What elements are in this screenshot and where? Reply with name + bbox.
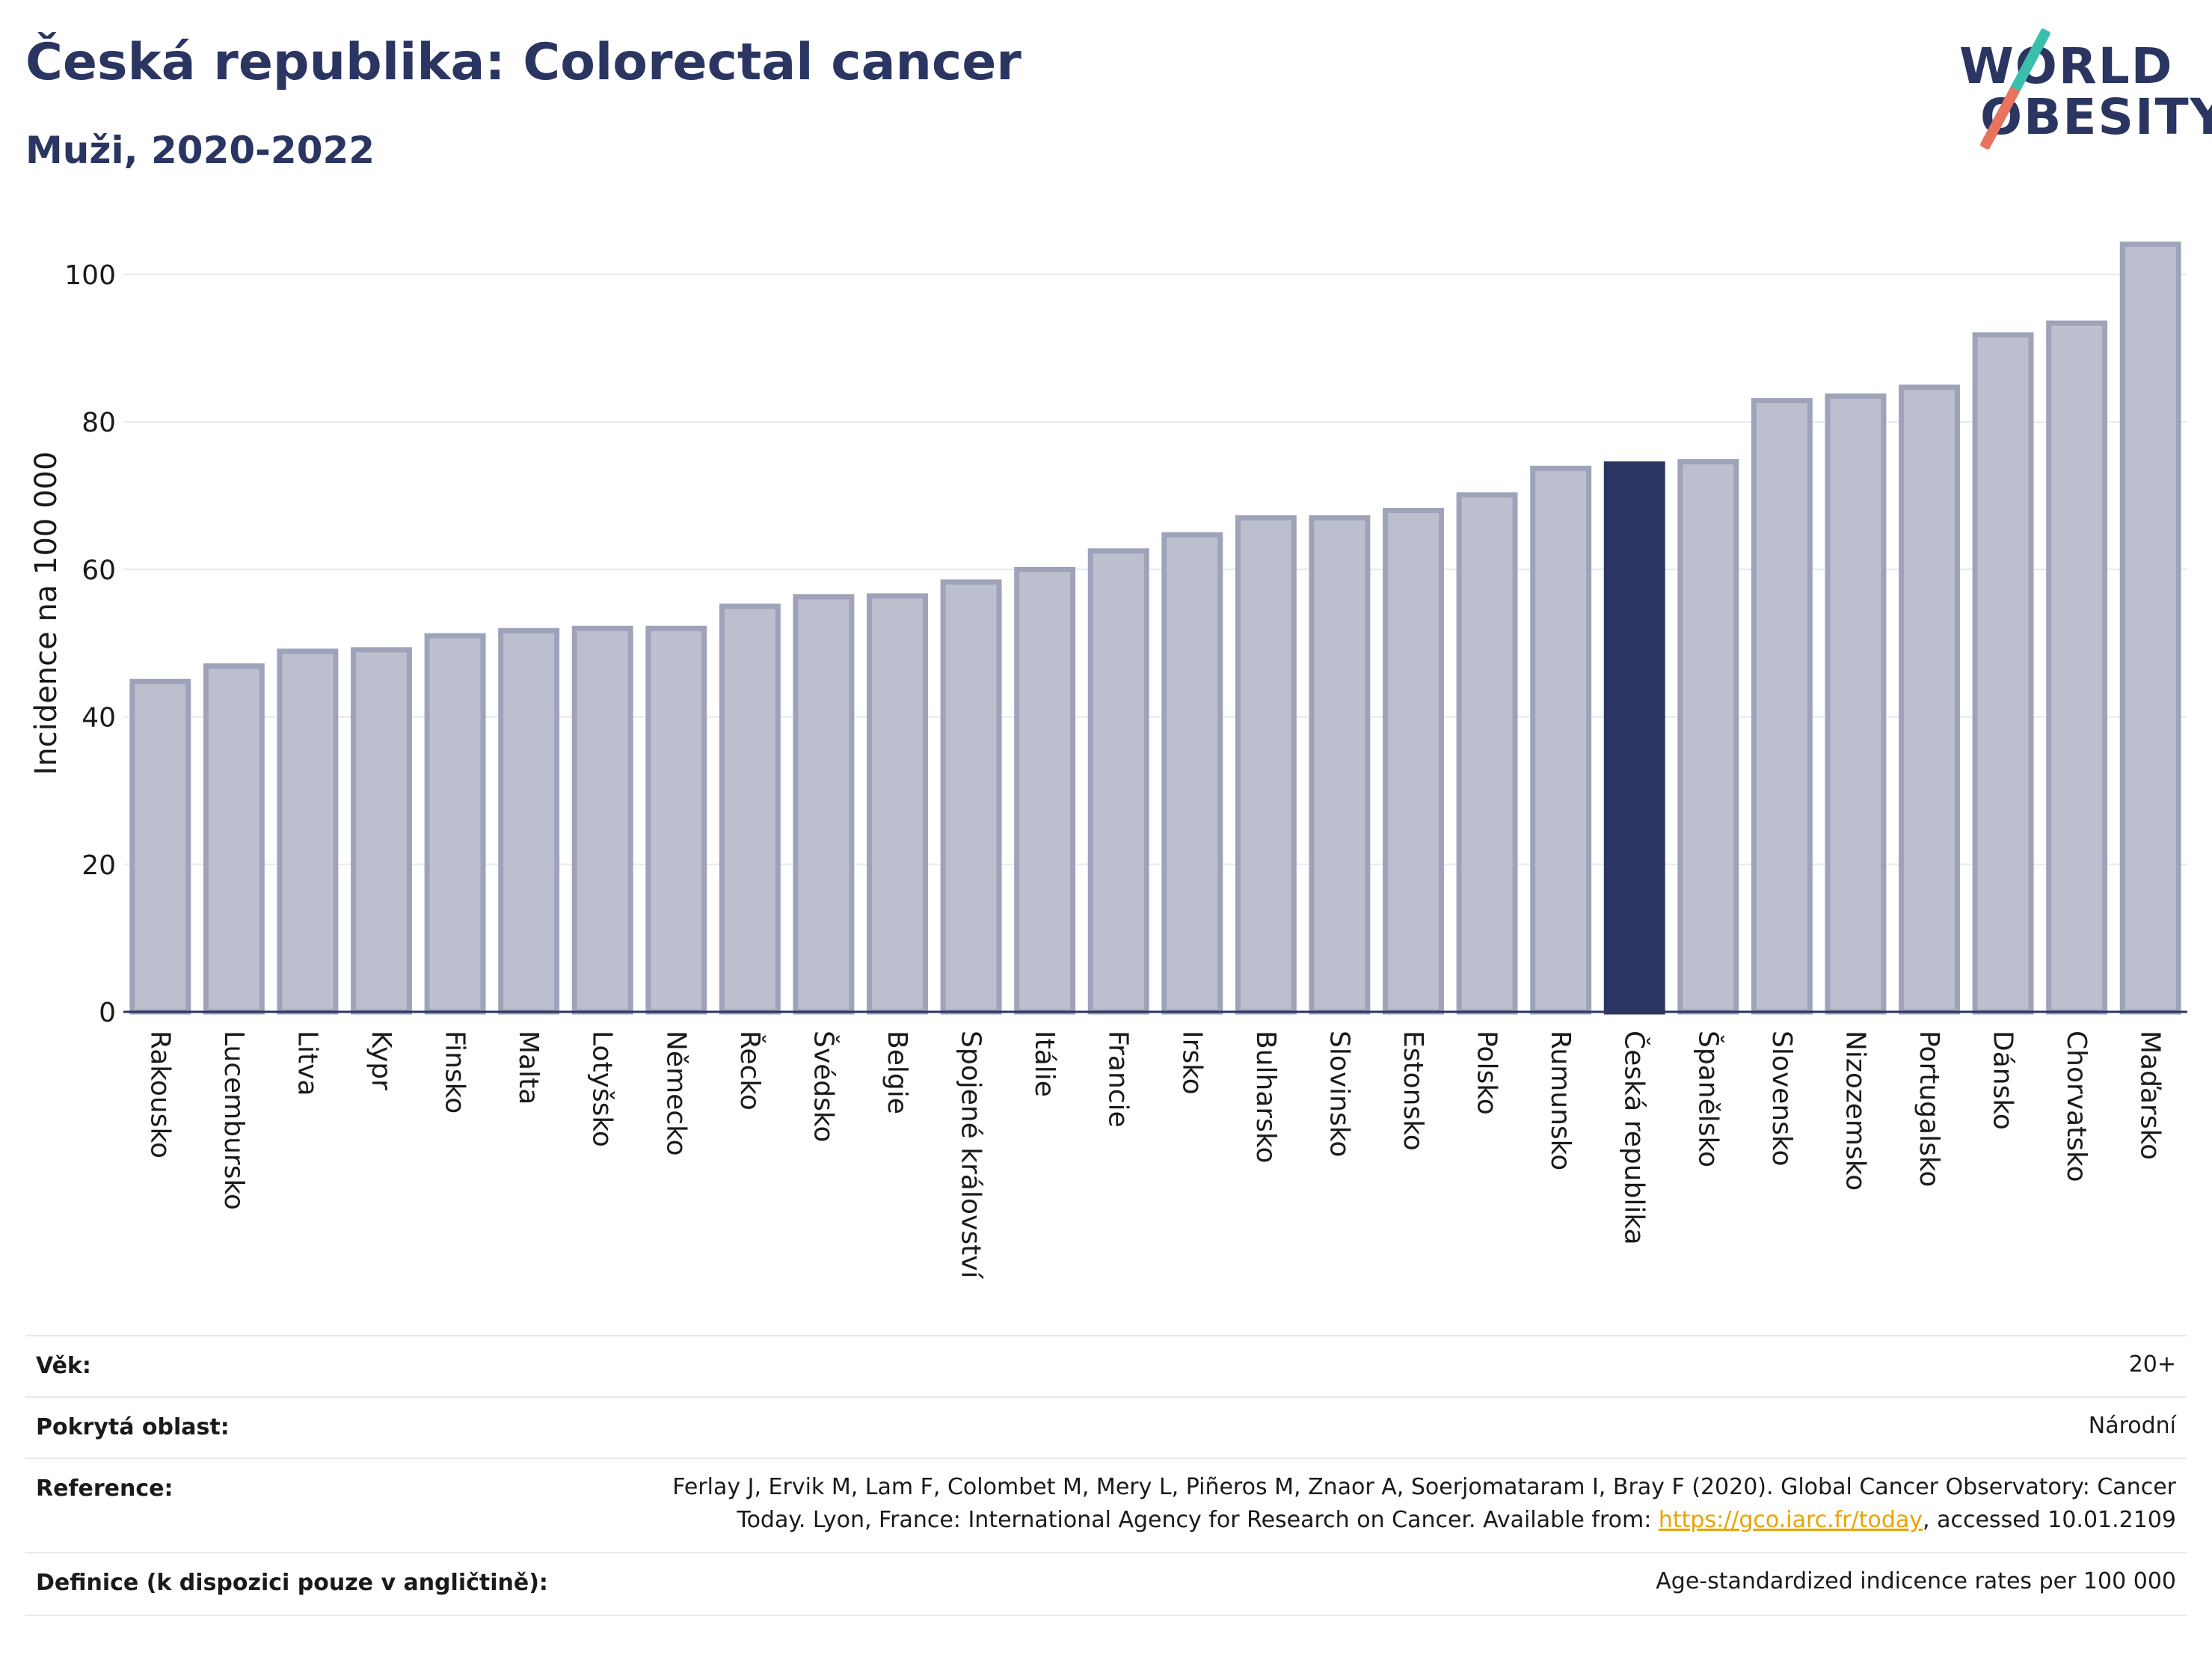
bar-belgie [867, 593, 928, 1015]
age-label: Věk: [36, 1353, 91, 1379]
bar-slovensko [1751, 398, 1813, 1015]
y-tick-label: 0 [99, 998, 116, 1028]
y-tick-label: 40 [82, 703, 116, 734]
bar-nizozemsko [1825, 393, 1887, 1015]
bar-česká-republika [1603, 461, 1665, 1015]
x-tick-label: Kypr [366, 1031, 396, 1090]
x-tick-label: Finsko [440, 1031, 470, 1114]
bar-dánsko [1972, 332, 2034, 1015]
y-tick-label: 100 [64, 260, 116, 291]
x-tick-label: Slovensko [1766, 1031, 1797, 1167]
info-row-coverage: Pokrytá oblast: Národní [25, 1396, 2187, 1459]
y-tick-label: 80 [82, 408, 116, 438]
reference-line-1: Ferlay J, Ervik M, Lam F, Colombet M, Me… [672, 1474, 2176, 1500]
page-title: Česká republika: Colorectal cancer [25, 33, 1021, 92]
bar-slovinsko [1309, 515, 1371, 1015]
bar-lucembursko [203, 663, 265, 1015]
coverage-value: Národní [2088, 1413, 2176, 1439]
x-tick-label: Česká republika [1619, 1031, 1650, 1245]
reference-text-2: Today. Lyon, France: International Agenc… [737, 1507, 1659, 1533]
x-tick-label: Španělsko [1692, 1031, 1724, 1167]
x-tick-label: Litva [292, 1031, 322, 1096]
bar-litva [277, 648, 339, 1015]
definition-label: Definice (k dispozici pouze v angličtině… [36, 1570, 548, 1596]
bar-polsko [1456, 492, 1518, 1015]
bar-bulharsko [1235, 515, 1297, 1015]
logo-text-world: WORLD [1959, 37, 2174, 95]
x-tick-label: Portugalsko [1914, 1031, 1944, 1187]
y-axis-title: Incidence na 100 000 [29, 451, 64, 776]
coverage-label: Pokrytá oblast: [36, 1414, 230, 1440]
definition-value: Age-standardized indicence rates per 100… [1656, 1568, 2176, 1594]
x-tick-label: Chorvatsko [2061, 1031, 2092, 1182]
info-row-definition: Definice (k dispozici pouze v angličtině… [25, 1552, 2187, 1616]
x-tick-label: Německo [660, 1031, 691, 1156]
reference-value: Ferlay J, Ervik M, Lam F, Colombet M, Me… [672, 1471, 2176, 1537]
reference-label: Reference: [36, 1476, 173, 1502]
x-tick-label: Lotyšsko [587, 1031, 618, 1147]
x-tick-label: Polsko [1472, 1031, 1502, 1115]
y-tick-label: 20 [82, 850, 116, 881]
bar-lotyšsko [571, 625, 633, 1015]
bar-chorvatsko [2046, 320, 2108, 1015]
x-tick-label: Švédsko [808, 1031, 839, 1143]
x-tick-label: Itálie [1029, 1031, 1060, 1097]
bar-kypr [351, 647, 412, 1015]
logo-text-obesity: OBESITY [1980, 88, 2212, 146]
bar-chart: 0 20 40 60 80 100 Rakousko Lucembursko Litva Kypr… [64, 242, 2187, 1280]
x-tick-label: Maďarsko [2135, 1031, 2166, 1160]
info-row-reference: Reference: Ferlay J, Ervik M, Lam F, Col… [25, 1458, 2187, 1553]
x-tick-label: Slovinsko [1324, 1031, 1354, 1157]
reference-text-3: , accessed 10.01.2109 [1923, 1507, 2176, 1533]
x-tick-label: Řecko [734, 1031, 766, 1111]
x-tick-label: Malta [513, 1031, 544, 1105]
bar-rumunsko [1530, 465, 1592, 1015]
bar-estonsko [1383, 508, 1444, 1015]
x-tick-label: Francie [1103, 1031, 1134, 1128]
bar-irsko [1161, 532, 1223, 1015]
y-tick-label: 60 [82, 555, 116, 586]
bar-rakousko [129, 678, 191, 1015]
x-tick-label: Dánsko [1988, 1031, 2018, 1130]
x-tick-label: Nizozemsko [1840, 1031, 1870, 1191]
info-row-age: Věk: 20+ [25, 1335, 2187, 1398]
bar-španělsko [1677, 458, 1739, 1015]
bar-itálie [1014, 566, 1076, 1015]
page-subtitle: Muži, 2020-2022 [25, 129, 375, 172]
age-value: 20+ [2128, 1351, 2176, 1378]
bar-maďarsko [2119, 242, 2181, 1015]
x-tick-label: Lucembursko [218, 1031, 249, 1210]
reference-link[interactable]: https://gco.iarc.fr/today [1658, 1507, 1923, 1533]
reference-line-2: Today. Lyon, France: International Agenc… [672, 1504, 2176, 1537]
x-tick-label: Spojené království [956, 1031, 986, 1280]
x-tick-label: Rakousko [144, 1031, 175, 1158]
bar-řecko [719, 604, 781, 1015]
bar-německo [645, 625, 707, 1015]
x-tick-label: Rumunsko [1545, 1031, 1576, 1170]
x-tick-label: Irsko [1176, 1031, 1207, 1095]
world-obesity-logo: WORLD OBESITY [1944, 22, 2212, 157]
bar-francie [1087, 548, 1149, 1015]
bar-finsko [424, 633, 486, 1015]
bar-portugalsko [1899, 384, 1960, 1015]
bar-švédsko [793, 594, 855, 1015]
x-tick-label: Belgie [882, 1031, 912, 1114]
x-tick-label: Bulharsko [1250, 1031, 1281, 1164]
x-tick-label: Estonsko [1398, 1031, 1428, 1151]
bar-malta [498, 627, 560, 1015]
bar-spojené-království [940, 579, 1002, 1015]
